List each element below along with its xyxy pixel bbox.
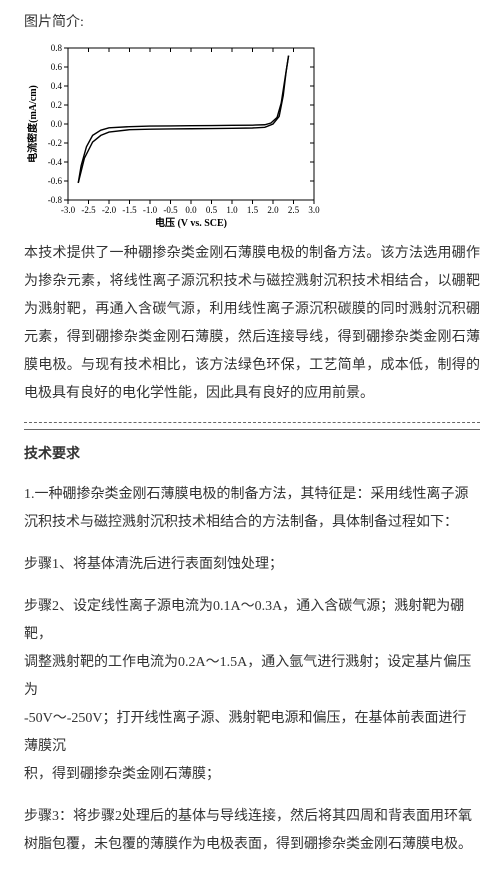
cv-chart: -3.0 -2.5 -2.0 -1.5 -1.0 -0.5 0.0 0.5 1.0 1.5 2.0 2… <box>24 40 324 230</box>
divider-solid <box>24 429 480 430</box>
svg-text:0.0: 0.0 <box>185 205 197 215</box>
svg-text:-0.5: -0.5 <box>163 205 178 215</box>
svg-text:-2.5: -2.5 <box>81 205 96 215</box>
image-caption: 图片简介: <box>24 12 480 34</box>
svg-text:0.5: 0.5 <box>206 205 218 215</box>
svg-text:2.0: 2.0 <box>267 205 279 215</box>
svg-text:1.5: 1.5 <box>247 205 259 215</box>
svg-text:-0.2: -0.2 <box>48 138 62 148</box>
method-intro: 1.一种硼掺杂类金刚石薄膜电极的制备方法，其特征是：采用线性离子源沉积技术与磁控… <box>24 481 480 537</box>
svg-text:-1.0: -1.0 <box>143 205 158 215</box>
svg-text:-3.0: -3.0 <box>61 205 76 215</box>
svg-text:电流密度(mA/cm): 电流密度(mA/cm) <box>26 86 39 164</box>
svg-text:1.0: 1.0 <box>226 205 238 215</box>
svg-text:-0.8: -0.8 <box>48 195 63 205</box>
svg-text:-0.4: -0.4 <box>48 157 63 167</box>
divider-dashed <box>24 422 480 423</box>
step-3: 步骤3：将步骤2处理后的基体与导线连接，然后将其四周和背表面用环氧树脂包覆，未包… <box>24 803 480 859</box>
svg-text:0.8: 0.8 <box>51 43 63 53</box>
svg-text:-0.6: -0.6 <box>48 176 63 186</box>
svg-text:-2.0: -2.0 <box>102 205 117 215</box>
svg-text:-1.5: -1.5 <box>122 205 137 215</box>
svg-text:0.6: 0.6 <box>51 62 63 72</box>
svg-text:电压 (V vs. SCE): 电压 (V vs. SCE) <box>155 216 227 229</box>
svg-text:0.0: 0.0 <box>51 119 63 129</box>
step-2: 步骤2、设定线性离子源电流为0.1A～0.3A，通入含碳气源；溅射靶为硼靶，调整… <box>24 593 480 789</box>
svg-text:0.4: 0.4 <box>51 81 63 91</box>
svg-text:3.0: 3.0 <box>308 205 320 215</box>
section-title: 技术要求 <box>24 444 480 466</box>
svg-text:0.2: 0.2 <box>51 100 62 110</box>
svg-text:2.5: 2.5 <box>288 205 300 215</box>
step-1: 步骤1、将基体清洗后进行表面刻蚀处理； <box>24 551 480 579</box>
intro-paragraph: 本技术提供了一种硼掺杂类金刚石薄膜电极的制备方法。该方法选用硼作为掺杂元素，将线… <box>24 240 480 408</box>
